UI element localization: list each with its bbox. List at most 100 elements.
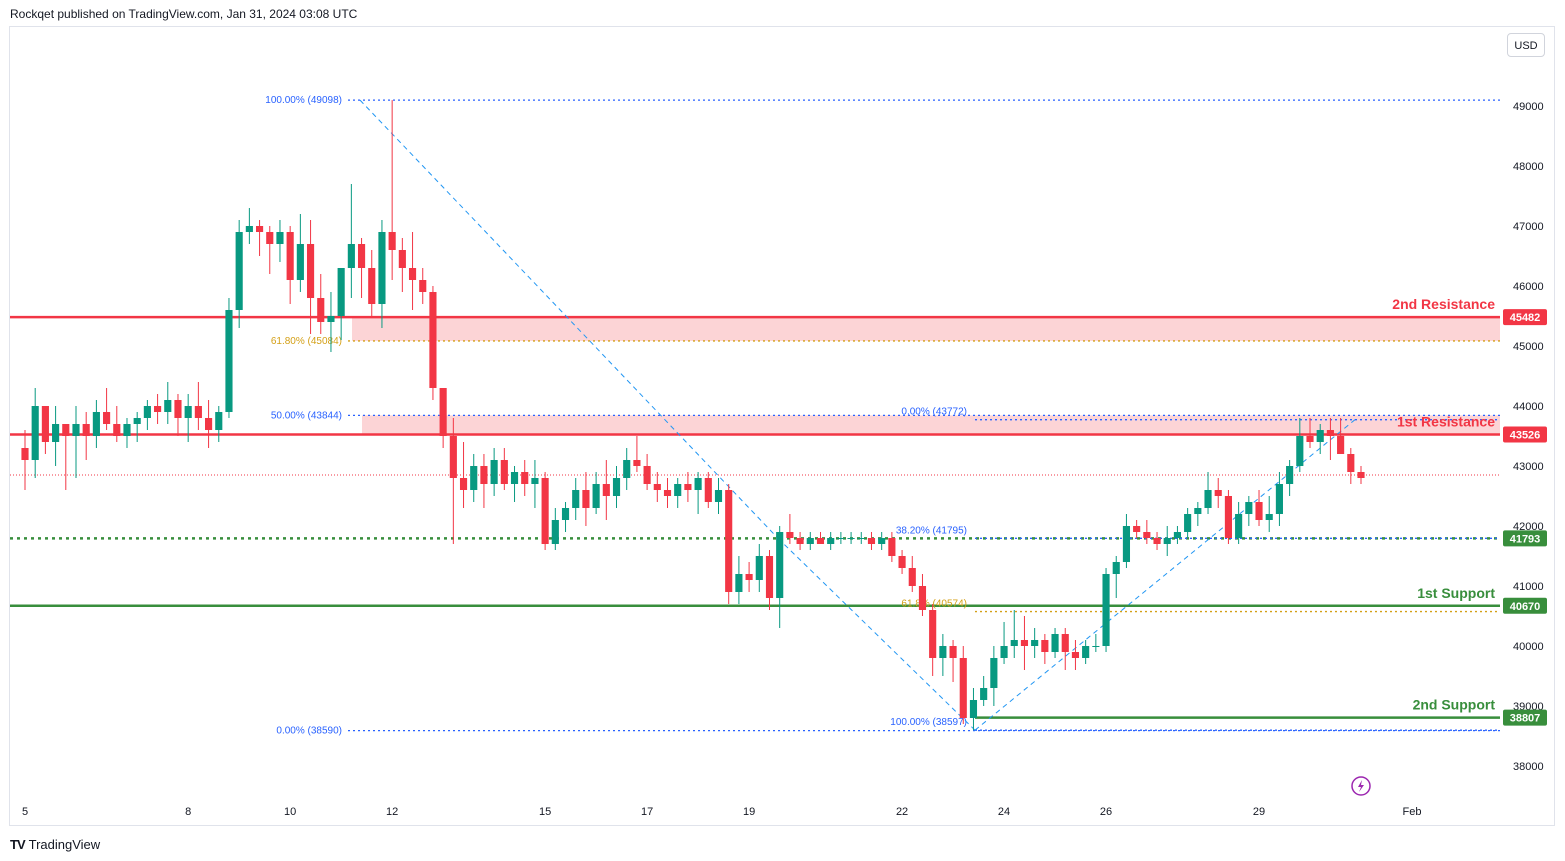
x-tick-4: 15 xyxy=(539,806,551,818)
candle-body xyxy=(103,412,111,424)
fibonacci-levels: 100.00% (49098) 61.80% (45084) 50.00% (438… xyxy=(265,95,1500,737)
candle-51 xyxy=(541,472,549,550)
candle-body xyxy=(510,472,519,484)
candle-body xyxy=(653,484,661,490)
candle-body xyxy=(1010,640,1018,646)
candle-body xyxy=(408,268,417,280)
lightning-icon[interactable] xyxy=(1351,776,1371,796)
y-tick-10: 48000 xyxy=(1513,161,1544,173)
candle-body xyxy=(1316,430,1324,442)
candle-67 xyxy=(704,472,712,508)
candles xyxy=(21,100,1365,731)
candle-body xyxy=(929,610,937,658)
candle-body xyxy=(521,472,529,484)
candle-body xyxy=(419,280,427,292)
currency-button[interactable]: USD xyxy=(1507,33,1545,57)
candle-94 xyxy=(980,676,988,706)
candle-47 xyxy=(500,448,508,490)
candle-body xyxy=(296,244,304,280)
candle-73 xyxy=(765,550,774,610)
candle-body xyxy=(1306,436,1314,442)
candle-body xyxy=(694,478,702,490)
candle-body xyxy=(1153,538,1161,544)
zone-label-0: 2nd Resistance xyxy=(1392,296,1495,312)
candle-1 xyxy=(31,388,39,478)
y-tick-4: 42000 xyxy=(1513,521,1544,533)
y-tick-3: 41000 xyxy=(1513,581,1544,593)
candle-75 xyxy=(786,514,794,544)
candle-body xyxy=(52,424,60,442)
candle-102 xyxy=(1061,628,1069,670)
tradingview-brand[interactable]: TV TradingView xyxy=(10,835,100,853)
candle-body xyxy=(235,232,243,310)
candle-body xyxy=(827,538,835,544)
candle-body xyxy=(990,658,998,688)
fib-left-label-1: 61.80% (45084) xyxy=(271,336,342,347)
price-label-bg xyxy=(1503,709,1547,726)
x-tick-2: 10 xyxy=(284,806,296,818)
candle-3 xyxy=(52,406,60,466)
x-tick-9: 26 xyxy=(1100,806,1112,818)
x-tick-1: 8 xyxy=(185,806,191,818)
candle-body xyxy=(225,310,233,412)
candle-body xyxy=(939,646,947,658)
candle-96 xyxy=(1000,622,1008,664)
candle-22 xyxy=(245,208,253,244)
candle-58 xyxy=(612,466,621,508)
candle-13 xyxy=(154,394,162,424)
candle-87 xyxy=(908,556,916,592)
candle-body xyxy=(123,424,131,436)
candle-89 xyxy=(929,604,937,676)
x-tick-11: Feb xyxy=(1403,806,1422,818)
trend-line-0 xyxy=(359,99,779,539)
fib-right-label-0: 0.00% (43772) xyxy=(901,407,967,418)
candle-body xyxy=(215,412,223,430)
candle-body xyxy=(908,568,916,586)
candle-body xyxy=(1071,652,1080,658)
price-label-text: 45482 xyxy=(1510,312,1541,324)
candle-50 xyxy=(531,460,539,508)
candle-body xyxy=(1173,532,1182,538)
candle-39 xyxy=(419,268,427,304)
candle-body xyxy=(500,460,508,484)
price-label-bg xyxy=(1503,426,1547,443)
candle-52 xyxy=(551,508,559,550)
candle-123 xyxy=(1275,472,1283,526)
candle-91 xyxy=(949,640,957,682)
price-label-text: 41793 xyxy=(1510,533,1541,545)
candle-body xyxy=(888,538,896,556)
price-label-4: 38807 xyxy=(1503,709,1547,726)
candle-99 xyxy=(1031,628,1039,658)
brand-name: TradingView xyxy=(28,836,101,852)
x-tick-7: 22 xyxy=(896,806,908,818)
candle-body xyxy=(1082,646,1090,658)
candle-98 xyxy=(1020,616,1029,670)
candle-4 xyxy=(62,424,70,490)
candle-5 xyxy=(72,406,80,478)
candle-body xyxy=(1122,526,1131,562)
candle-55 xyxy=(582,472,590,526)
price-label-3: 40670 xyxy=(1503,597,1547,614)
time-axis: 5 8 10 12 15 17 19 22 24 26 29 Feb xyxy=(22,806,1422,818)
candle-130 xyxy=(1347,448,1355,484)
candle-43 xyxy=(459,442,468,508)
candle-32 xyxy=(347,184,355,298)
candle-body xyxy=(1255,502,1263,520)
candle-27 xyxy=(296,214,304,292)
candle-body xyxy=(704,478,712,502)
candle-18 xyxy=(205,400,213,448)
candle-68 xyxy=(714,478,723,514)
candle-body xyxy=(327,316,335,322)
candle-body xyxy=(837,538,845,539)
candle-body xyxy=(31,406,39,460)
y-tick-7: 45000 xyxy=(1513,341,1544,353)
fib-left-label-0: 100.00% (49098) xyxy=(265,95,342,106)
candle-78 xyxy=(816,532,825,544)
candle-107 xyxy=(1112,556,1120,598)
candle-body xyxy=(255,226,264,232)
candle-100 xyxy=(1041,634,1049,664)
candle-body xyxy=(1337,436,1345,454)
candle-128 xyxy=(1326,418,1334,460)
candle-body xyxy=(72,424,80,436)
